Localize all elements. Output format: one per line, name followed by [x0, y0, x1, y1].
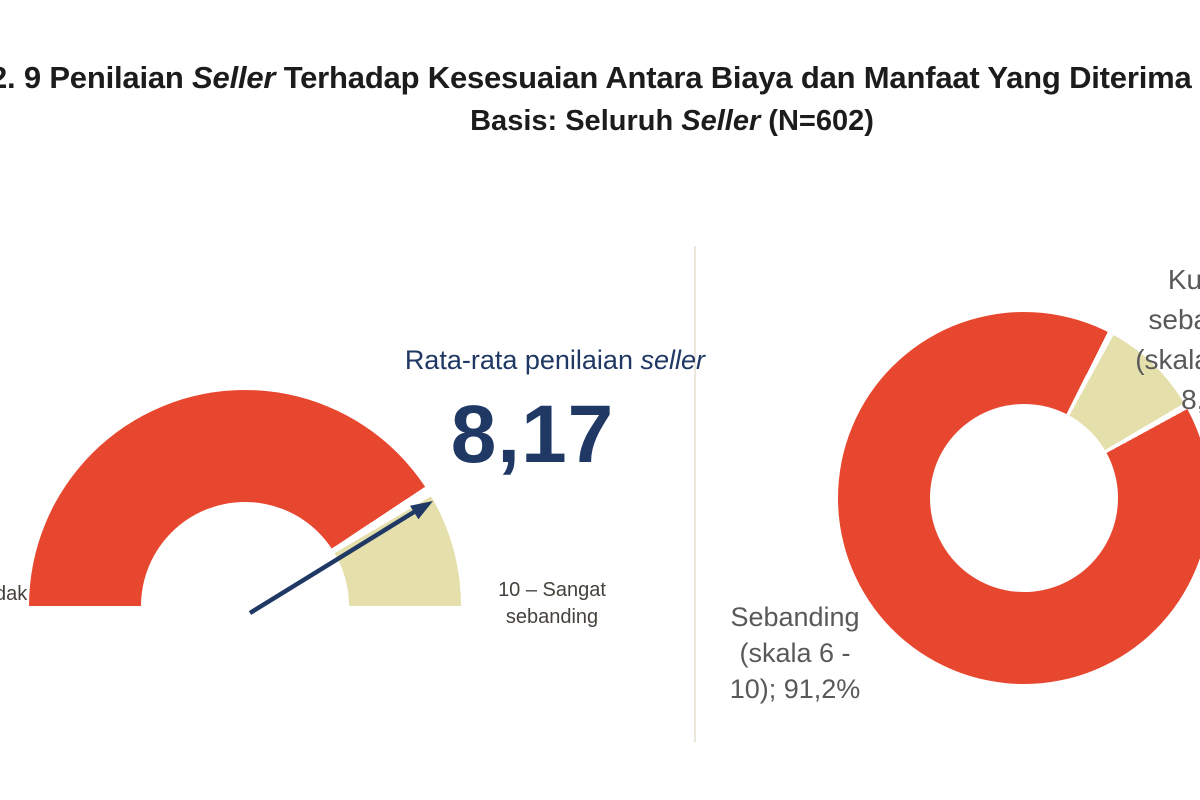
- gauge-min-label-line1: 1 – Sangat tidak: [0, 583, 28, 605]
- gauge-average-label-pre: Rata-rata penilaian: [404, 345, 641, 375]
- gauge-max-label-line2: sebanding: [505, 606, 599, 628]
- figure-subtitle-basis: Basis: Seluruh Seller (N=602): [470, 105, 874, 138]
- basis-italic: Seller: [681, 105, 761, 137]
- gauge-min-label: 1 – Sangat tidak sebanding: [0, 581, 105, 635]
- gauge-min-label-line2: sebanding: [0, 608, 105, 635]
- donut-slice-label-sebanding-line2: (skala 6 -: [739, 638, 851, 668]
- donut-slice-label-kurang-line2: sebanding: [1148, 304, 1200, 335]
- donut-slice-label-sebanding: Sebanding (skala 6 - 10); 91,2%: [645, 599, 945, 707]
- gauge-chart-hole: [141, 502, 349, 710]
- gauge-value: 8,17: [450, 389, 615, 480]
- gauge-average-label-italic: seller: [640, 345, 705, 375]
- figure-title-pre: 2. 9 Penilaian: [0, 60, 193, 95]
- donut-chart-hole: [930, 404, 1118, 592]
- figure-title: 2. 9 Penilaian Seller Terhadap Kesesuaia…: [0, 60, 1192, 96]
- basis-post: (N=602): [760, 105, 874, 137]
- basis-pre: Basis: Seluruh: [470, 105, 682, 137]
- gauge-max-label: 10 – Sangat sebanding: [402, 577, 702, 631]
- donut-slice-label-kurang-sebanding: Kurang sebanding (skala 1 - 5); 8,8%: [1063, 260, 1200, 420]
- donut-slice-label-sebanding-line1: Sebanding: [730, 602, 860, 632]
- donut-slice-label-kurang-line1: Kurang: [1167, 264, 1200, 295]
- gauge-average-label: Rata-rata penilaian seller: [340, 345, 705, 376]
- donut-slice-label-kurang-line4: 8,8%: [1181, 384, 1200, 415]
- gauge-max-label-line1: 10 – Sangat: [498, 579, 606, 601]
- donut-slice-label-sebanding-line3: 10); 91,2%: [729, 674, 861, 704]
- figure-title-italic: Seller: [192, 60, 276, 95]
- figure-title-post: Terhadap Kesesuaian Antara Biaya dan Man…: [275, 60, 1192, 95]
- panel-divider: [694, 246, 696, 742]
- donut-slice-label-kurang-line3: (skala 1 - 5);: [1135, 344, 1200, 375]
